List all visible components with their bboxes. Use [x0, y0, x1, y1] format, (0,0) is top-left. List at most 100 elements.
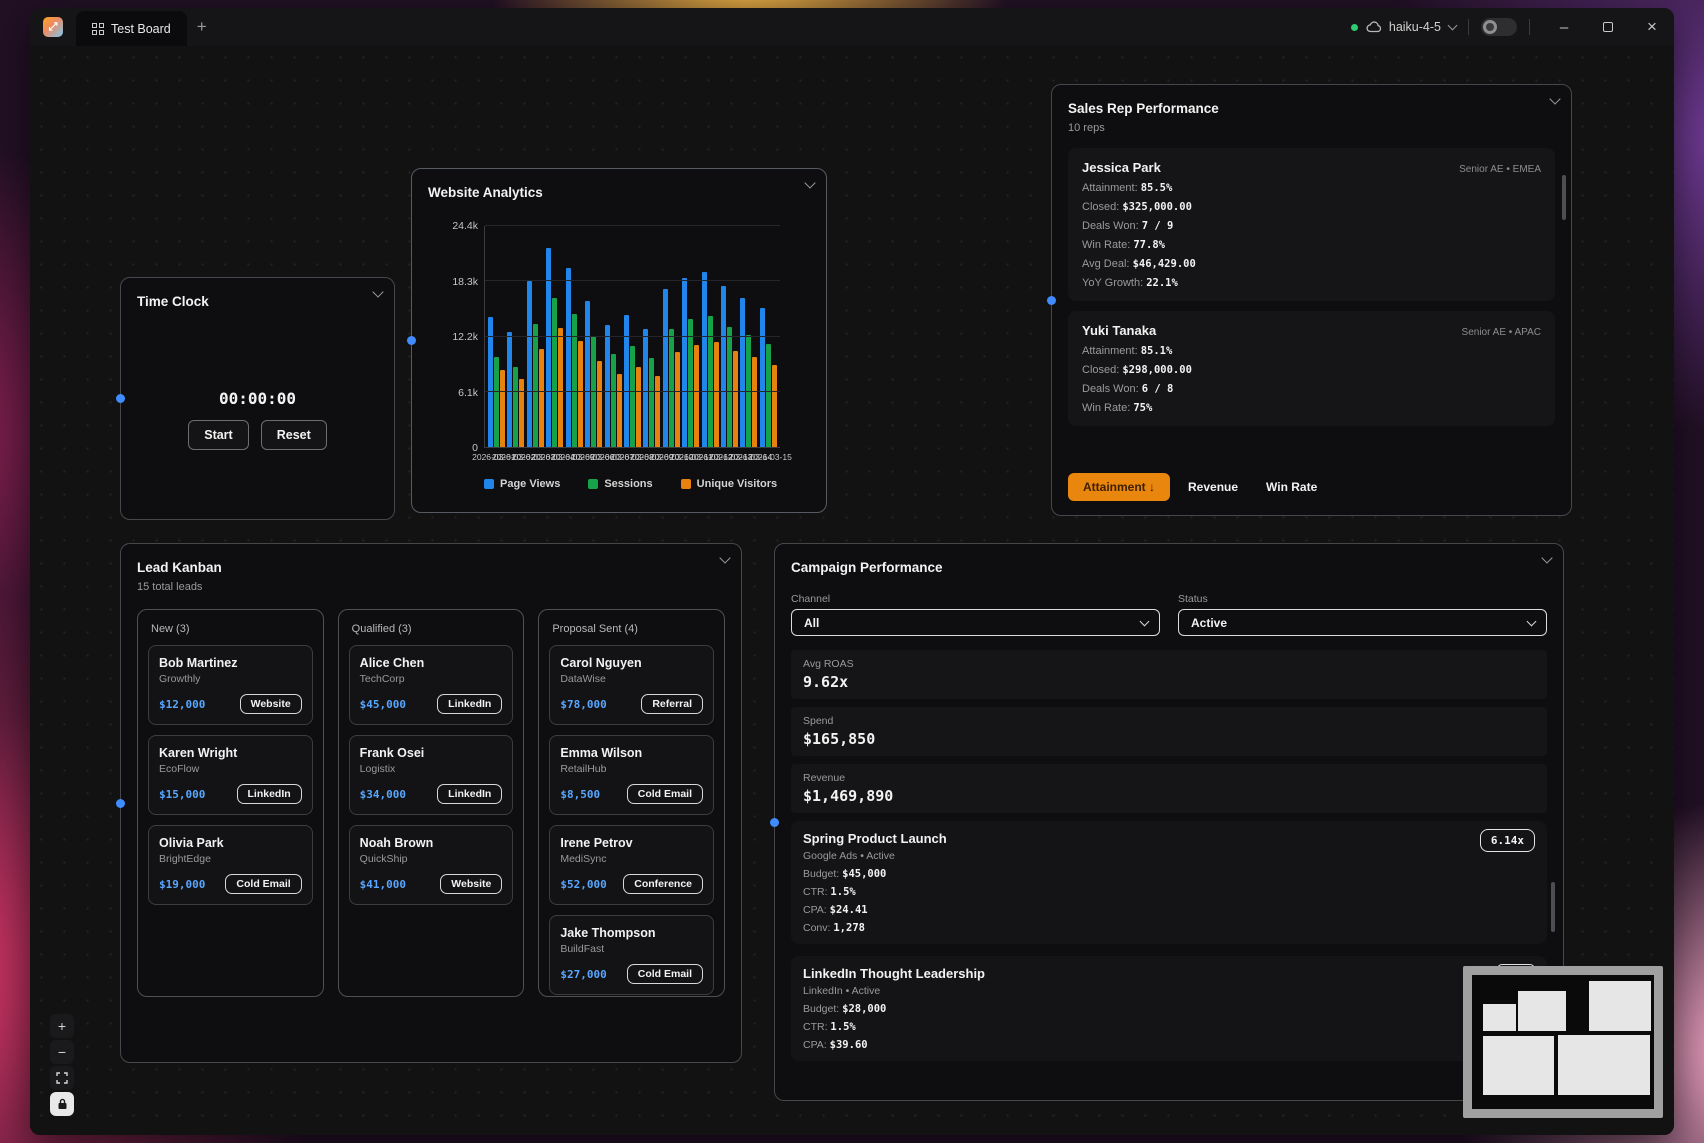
- widget-title: Lead Kanban: [137, 560, 222, 575]
- lead-card[interactable]: Olivia Park BrightEdge $19,000 Cold Email: [148, 825, 313, 905]
- connection-status-dot: [1350, 23, 1358, 31]
- widget-title: Time Clock: [137, 294, 209, 309]
- zoom-out-button[interactable]: −: [50, 1040, 74, 1064]
- campaign-item[interactable]: Spring Product Launch Google Ads • Active…: [791, 821, 1547, 944]
- lead-card[interactable]: Jake Thompson BuildFast $27,000 Cold Email: [549, 915, 715, 995]
- lead-company: BrightEdge: [159, 853, 211, 865]
- lead-card[interactable]: Karen Wright EcoFlow $15,000 LinkedIn: [148, 735, 313, 815]
- bar-page-views: [546, 247, 552, 447]
- campaign-stat-row: CPA: $39.60: [803, 1039, 868, 1051]
- widget-campaign-performance[interactable]: Campaign Performance Channel All Status …: [774, 543, 1564, 1101]
- maximize-button[interactable]: [1586, 8, 1630, 46]
- x-axis-label: 2026-03-04: [531, 452, 575, 462]
- status-select[interactable]: Active: [1178, 609, 1547, 636]
- chevron-down-icon: [1526, 616, 1537, 627]
- model-selector[interactable]: haiku-4-5: [1388, 20, 1441, 34]
- bar-group: [721, 226, 739, 447]
- separator: [1529, 19, 1530, 35]
- sort-win-rate-button[interactable]: Win Rate: [1256, 473, 1327, 501]
- chart-region: 2026-03-01 2026-03-02 2026-03-03 2026-03-04…: [428, 210, 810, 494]
- campaign-stat-row: Conv: 1,278: [803, 922, 865, 934]
- lead-card[interactable]: Bob Martinez Growthly $12,000 Website: [148, 645, 313, 725]
- lead-card[interactable]: Emma Wilson RetailHub $8,500 Cold Email: [549, 735, 715, 815]
- reset-button[interactable]: Reset: [260, 420, 327, 450]
- bar-group: [701, 226, 719, 447]
- channel-select[interactable]: All: [791, 609, 1160, 636]
- bar-page-views: [526, 281, 532, 447]
- bar-page-views: [623, 314, 629, 447]
- lead-card[interactable]: Noah Brown QuickShip $41,000 Website: [348, 825, 514, 905]
- select-value: All: [804, 615, 820, 630]
- zoom-in-button[interactable]: +: [50, 1014, 74, 1038]
- sort-revenue-button[interactable]: Revenue: [1178, 473, 1248, 501]
- bar-unique-visitors: [538, 349, 544, 447]
- close-button[interactable]: ×: [1647, 17, 1657, 36]
- app-menu-button[interactable]: ⤢: [30, 8, 76, 46]
- lead-card[interactable]: Carol Nguyen DataWise $78,000 Referral: [549, 645, 715, 725]
- connector-handle[interactable]: [770, 818, 779, 827]
- theme-toggle[interactable]: [1481, 18, 1517, 36]
- sort-attainment-button[interactable]: Attainment ↓: [1068, 473, 1170, 501]
- widget-time-clock[interactable]: Time Clock 00:00:00 Start Reset: [120, 277, 395, 520]
- stat-value: $1,469,890: [803, 787, 894, 805]
- widget-title: Website Analytics: [428, 185, 543, 200]
- campaign-item[interactable]: LinkedIn Thought Leadership LinkedIn • Ac…: [791, 956, 1547, 1061]
- lead-source-tag: LinkedIn: [437, 694, 503, 714]
- lead-card[interactable]: Irene Petrov MediSync $52,000 Conference: [549, 825, 715, 905]
- bar-group: [565, 226, 583, 447]
- lead-source-tag: LinkedIn: [437, 784, 503, 804]
- stat-label: Spend: [803, 715, 834, 727]
- chart-plot: [484, 225, 780, 448]
- new-tab-button[interactable]: +: [196, 17, 207, 36]
- lead-source-tag: Conference: [623, 874, 704, 894]
- legend-label: Sessions: [604, 478, 653, 490]
- tab-test-board[interactable]: Test Board: [76, 11, 187, 46]
- bar-group: [623, 226, 641, 447]
- chevron-down-icon: [1139, 616, 1150, 627]
- connector-handle[interactable]: [407, 336, 416, 345]
- widget-sales-rep-performance[interactable]: Sales Rep Performance 10 reps Jessica Pa…: [1051, 84, 1572, 516]
- bar-page-views: [565, 267, 571, 447]
- rep-name: Yuki Tanaka: [1082, 323, 1157, 338]
- zoom-controls: + −: [50, 1014, 74, 1116]
- widget-website-analytics[interactable]: Website Analytics 2026-03-01 2026-03-02 20…: [411, 168, 827, 513]
- lead-card[interactable]: Alice Chen TechCorp $45,000 LinkedIn: [348, 645, 514, 725]
- bar-unique-visitors: [713, 341, 719, 447]
- lead-name: Olivia Park: [159, 836, 224, 850]
- kanban-column-header: Qualified (3): [351, 623, 412, 635]
- connector-handle[interactable]: [1047, 296, 1056, 305]
- minimap[interactable]: [1463, 966, 1663, 1118]
- lead-name: Frank Osei: [359, 746, 425, 760]
- minimize-button[interactable]: –: [1559, 18, 1569, 36]
- scrollbar-thumb[interactable]: [1562, 175, 1566, 220]
- rep-card[interactable]: Yuki Tanaka Senior AE • APAC Attainment: 8…: [1068, 311, 1555, 426]
- channel-filter: Channel All: [791, 593, 1160, 636]
- stat-label: Revenue: [803, 772, 846, 784]
- rep-card[interactable]: Jessica Park Senior AE • EMEA Attainment: …: [1068, 148, 1555, 301]
- y-axis-tick: 18.3k: [452, 275, 478, 288]
- lead-card[interactable]: Frank Osei Logistix $34,000 LinkedIn: [348, 735, 514, 815]
- connector-handle[interactable]: [116, 799, 125, 808]
- bar-unique-visitors: [519, 379, 525, 447]
- board-canvas[interactable]: Time Clock 00:00:00 Start Reset Website …: [30, 46, 1674, 1135]
- scrollbar-thumb[interactable]: [1551, 882, 1555, 932]
- lead-company: EcoFlow: [159, 763, 200, 775]
- fit-view-button[interactable]: [50, 1066, 74, 1090]
- lead-source-tag: LinkedIn: [236, 784, 302, 804]
- start-button[interactable]: Start: [188, 420, 249, 450]
- rep-meta: Senior AE • APAC: [1461, 327, 1541, 338]
- campaign-list: Spring Product Launch Google Ads • Active…: [791, 821, 1547, 1061]
- bar-sessions: [629, 346, 635, 447]
- widget-lead-kanban[interactable]: Lead Kanban 15 total leads New (3) Bob Ma…: [120, 543, 742, 1063]
- lead-source-tag: Website: [239, 694, 302, 714]
- stat-label: Avg ROAS: [803, 658, 854, 670]
- lead-value: $12,000: [159, 697, 206, 711]
- lead-value: $15,000: [159, 787, 206, 801]
- lock-button[interactable]: [50, 1092, 74, 1116]
- kanban-column-header: Proposal Sent (4): [552, 623, 638, 635]
- lead-bottom: $12,000 Website: [159, 694, 302, 714]
- lead-bottom: $27,000 Cold Email: [560, 964, 704, 984]
- bar-unique-visitors: [500, 370, 505, 447]
- bar-sessions: [513, 367, 519, 447]
- connector-handle[interactable]: [116, 394, 125, 403]
